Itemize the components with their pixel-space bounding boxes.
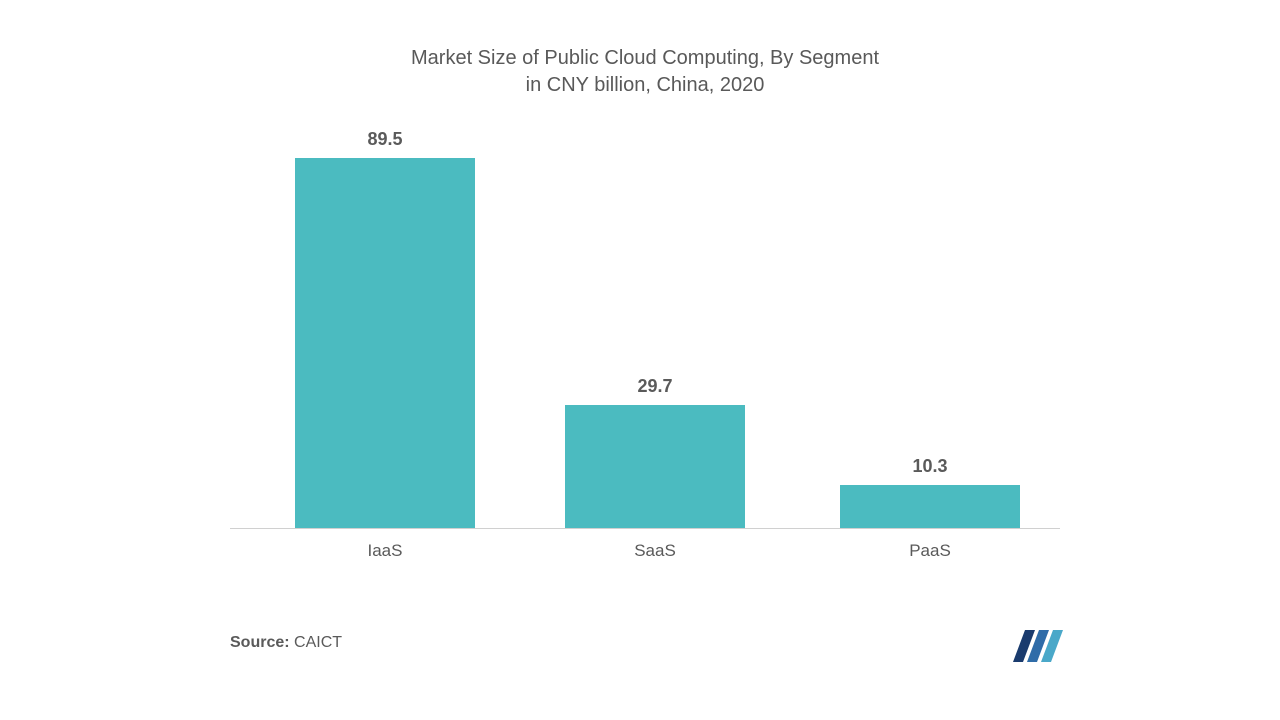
title-line-1: Market Size of Public Cloud Computing, B… [411,47,879,69]
chart-container: Market Size of Public Cloud Computing, B… [230,45,1060,605]
title-line-2: in CNY billion, China, 2020 [526,74,765,96]
bar-group-iaas: 89.5 [295,129,475,528]
plot-area: 89.5 29.7 10.3 [230,129,1060,529]
bar [840,485,1020,528]
source-label: Source: [230,634,290,651]
bar-value-label: 89.5 [367,129,402,150]
bar-group-saas: 29.7 [565,376,745,528]
x-axis-label: SaaS [565,541,745,561]
x-axis-labels: IaaS SaaS PaaS [230,541,1060,581]
x-axis-label: IaaS [295,541,475,561]
bar-value-label: 10.3 [912,456,947,477]
source-value: CAICT [294,634,342,651]
source-attribution: Source: CAICT [230,634,342,652]
brand-logo-icon [1013,630,1065,662]
bar [565,405,745,528]
chart-title: Market Size of Public Cloud Computing, B… [230,45,1060,99]
bar [295,158,475,528]
bar-value-label: 29.7 [637,376,672,397]
bar-group-paas: 10.3 [840,456,1020,528]
x-axis-label: PaaS [840,541,1020,561]
